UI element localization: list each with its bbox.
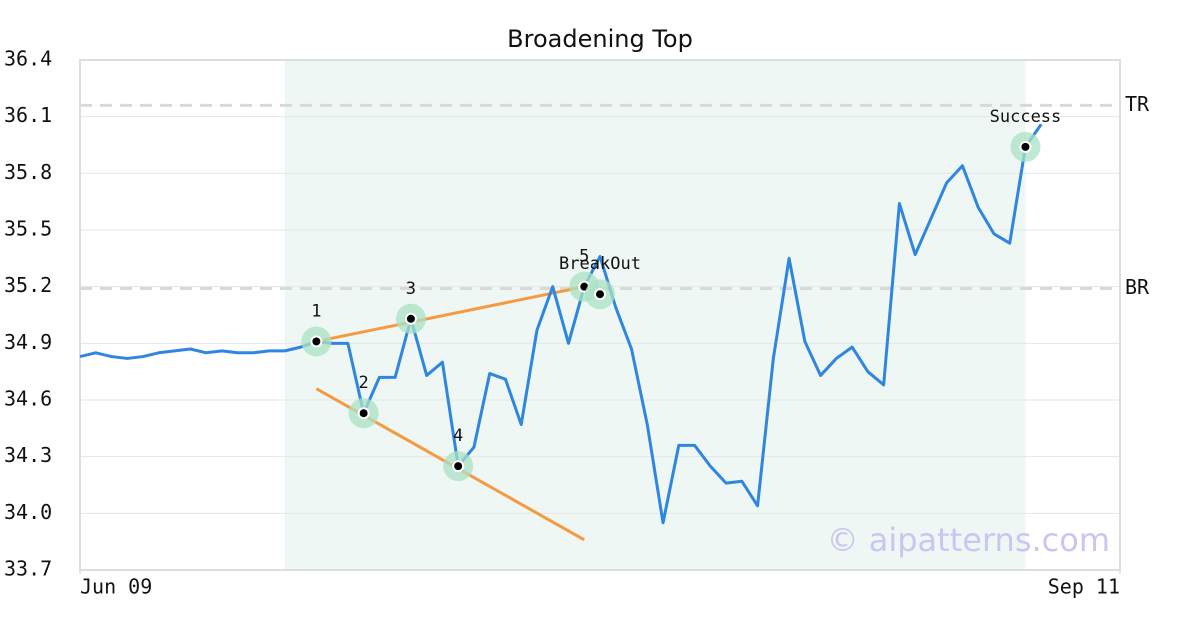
- trend-line: [316, 285, 585, 343]
- y-tick-label: 35.8: [4, 160, 52, 184]
- point-label: Success: [990, 107, 1062, 127]
- point-dot: [452, 460, 465, 473]
- point-dot: [594, 288, 606, 301]
- y-tick-label: 36.4: [4, 47, 52, 71]
- level-label: BR: [1125, 275, 1150, 299]
- price-line: [79, 123, 1043, 525]
- y-tick-label: 34.3: [4, 443, 52, 467]
- x-tick-label: Jun 09: [80, 575, 152, 599]
- point-label: 2: [359, 373, 369, 393]
- point-dot: [357, 407, 370, 420]
- point-label: 4: [453, 426, 463, 446]
- point-dot: [310, 335, 323, 348]
- pattern-region: [284, 60, 1026, 570]
- y-tick-label: 34.0: [4, 500, 52, 524]
- point-label: BreakOut: [559, 254, 641, 274]
- y-tick-label: 35.2: [4, 273, 52, 297]
- y-tick-label: 34.9: [4, 330, 52, 354]
- plot-frame: [79, 59, 1121, 571]
- point-dot: [404, 312, 417, 325]
- chart-title: Broadening Top: [507, 25, 693, 53]
- y-tick-label: 35.5: [4, 217, 52, 241]
- y-tick-label: 33.7: [4, 557, 52, 581]
- point-dot: [1019, 140, 1032, 153]
- point-label: 5: [579, 247, 589, 267]
- point-label: 1: [311, 301, 321, 321]
- level-label: TR: [1125, 92, 1150, 116]
- watermark: © aipatterns.com: [827, 521, 1110, 559]
- y-tick-label: 34.6: [4, 387, 52, 411]
- y-tick-label: 36.1: [4, 103, 52, 127]
- x-tick-label: Sep 11: [1048, 575, 1120, 599]
- point-label: 3: [406, 279, 416, 299]
